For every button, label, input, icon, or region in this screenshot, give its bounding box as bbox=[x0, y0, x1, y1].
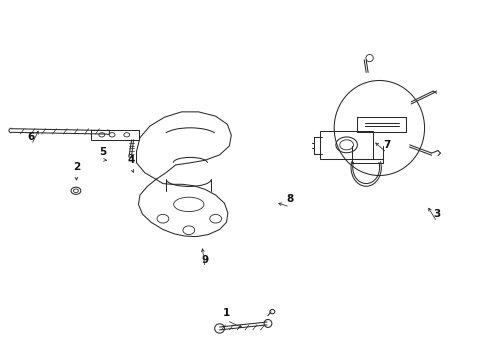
Text: 8: 8 bbox=[286, 194, 294, 204]
Text: 2: 2 bbox=[73, 162, 80, 172]
Text: 5: 5 bbox=[99, 147, 107, 157]
Text: 6: 6 bbox=[28, 132, 35, 142]
Text: 1: 1 bbox=[223, 308, 231, 318]
Bar bbox=[91, 130, 139, 140]
Text: 3: 3 bbox=[433, 209, 441, 219]
Text: 4: 4 bbox=[128, 155, 135, 165]
Text: 9: 9 bbox=[201, 255, 209, 265]
Text: 7: 7 bbox=[383, 140, 391, 150]
